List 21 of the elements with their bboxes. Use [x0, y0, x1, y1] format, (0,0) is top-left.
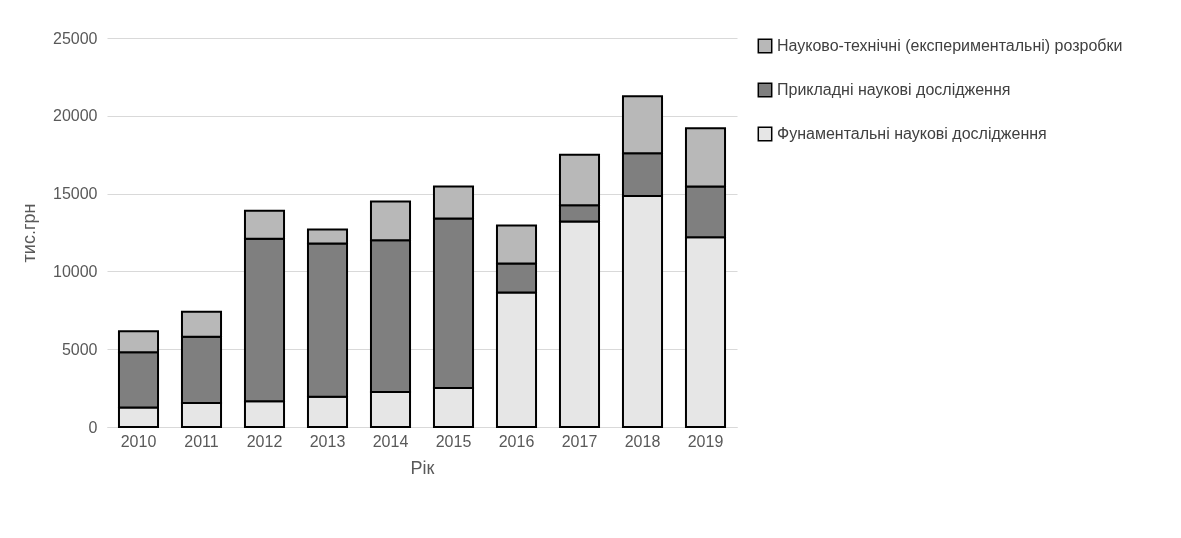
y-tick-label: 20000: [53, 107, 98, 125]
x-tick-label: 2010: [120, 432, 157, 450]
legend-label: Науково-технічні (експериментальні) розробки: [777, 37, 1123, 54]
legend-label: Прикладні наукові дослідження: [777, 81, 1011, 98]
x-tick-label: 2016: [498, 432, 535, 450]
y-tick-label: 5000: [61, 340, 98, 358]
y-tick-label: 10000: [53, 262, 98, 280]
y-tick-label: 0: [88, 418, 98, 436]
x-tick-label: 2015: [435, 432, 472, 450]
legend-label: Фунаментальні наукові дослідження: [777, 125, 1047, 142]
x-axis-title: Рік: [410, 457, 435, 478]
x-tick-label: 2014: [372, 432, 409, 450]
x-tick-label: 2012: [246, 432, 283, 450]
x-tick-label: 2011: [184, 432, 219, 450]
y-axis-title: тис.грн: [19, 203, 40, 263]
x-tick-label: 2018: [624, 432, 661, 450]
x-tick-label: 2013: [309, 432, 346, 450]
x-tick-label: 2017: [561, 432, 598, 450]
y-tick-label: 15000: [53, 185, 98, 203]
x-tick-label: 2019: [687, 432, 724, 450]
y-tick-label: 25000: [53, 29, 98, 47]
